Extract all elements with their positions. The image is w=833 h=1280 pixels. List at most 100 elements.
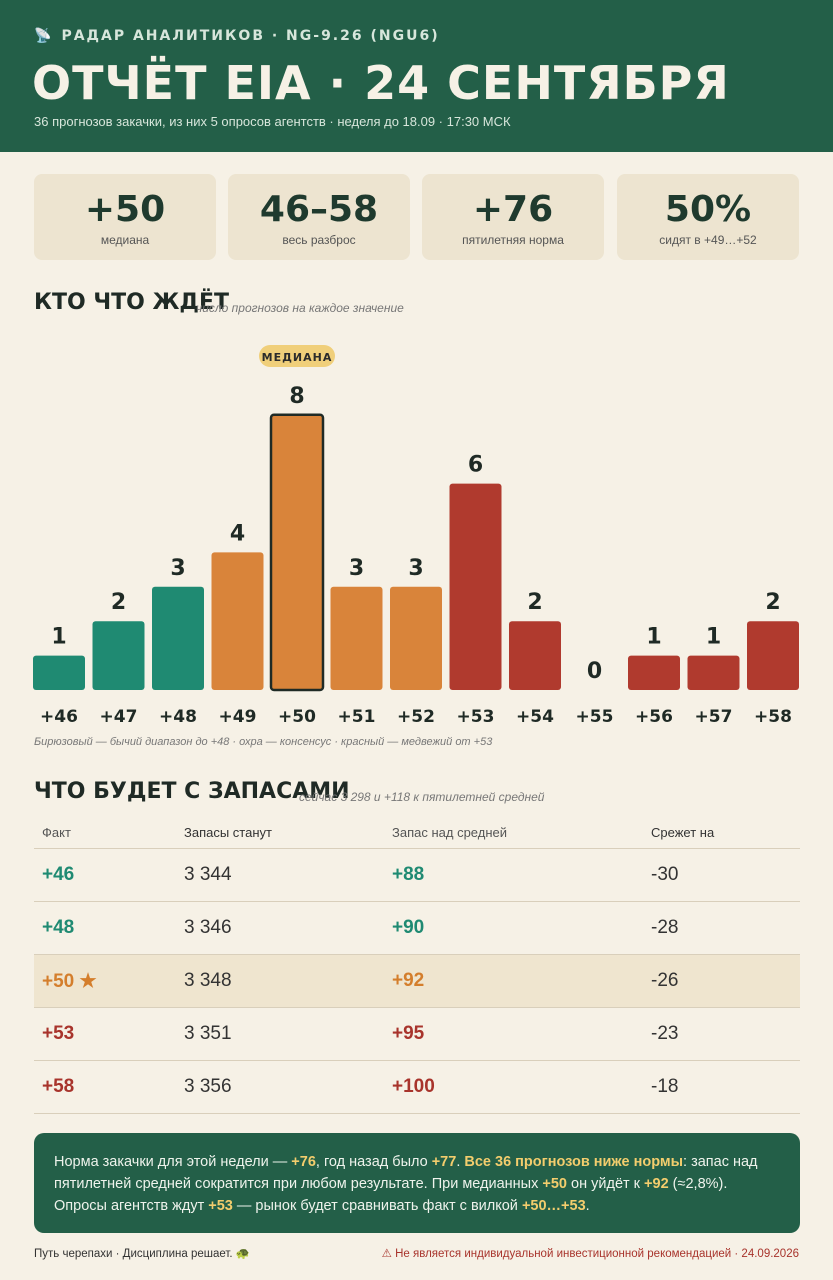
cell-fact: +48	[42, 917, 75, 938]
cell-surplus: +90	[392, 917, 425, 938]
x-tick-label: +55	[576, 707, 614, 727]
bar-+56	[628, 655, 680, 690]
note-text: — рынок будет сравнивать факт с вилкой	[232, 1198, 522, 1214]
bar-value-label: 6	[468, 453, 483, 478]
x-tick-label: +56	[635, 707, 673, 727]
x-tick-label: +48	[159, 707, 197, 727]
stat-card-share: 50% сидят в +49…+52	[617, 174, 799, 260]
note-text: : запас над пятилетней средней сократитс…	[54, 1154, 758, 1192]
bar-+54	[509, 621, 561, 690]
median-badge-label: МЕДИАНА	[262, 351, 333, 364]
kicker: 📡 РАДАР АНАЛИТИКОВ · NG-9.26 (NGU6)	[34, 28, 440, 44]
summary-note: Норма закачки для этой недели — +76, год…	[34, 1133, 800, 1233]
header-fact: Факт	[42, 825, 71, 840]
x-tick-label: +53	[457, 707, 495, 727]
section-note-stocks: сейчас 3 298 и +118 к пятилетней средней	[299, 790, 545, 804]
bar-+51	[330, 586, 383, 690]
header-cut: Срежет на	[651, 825, 715, 840]
x-tick-label: +57	[695, 707, 733, 727]
header-banner: 📡 РАДАР АНАЛИТИКОВ · NG-9.26 (NGU6) ОТЧЁТ…	[0, 0, 833, 152]
forecast-bar-chart: 1 +46 2 +47 3 +48 4 +49 8 +50 МЕДИАНА 3 +51 3 +52 6 +53 2…	[33, 345, 799, 727]
bar-value-label: 4	[230, 521, 245, 546]
section-note-forecasts: число прогнозов на каждое значение	[196, 301, 404, 315]
bar-value-label: 1	[646, 625, 661, 650]
kicker-text: РАДАР АНАЛИТИКОВ · NG-9.26 (NGU6)	[61, 28, 440, 44]
bar-value-label: 2	[111, 590, 126, 615]
stocks-table: Факт Запасы станут Запас над средней Сре…	[34, 815, 800, 1114]
bar-+49	[211, 552, 264, 690]
cell-cut: -23	[651, 1023, 679, 1044]
cell-fact: +58	[42, 1076, 75, 1097]
note-highlight: +92	[644, 1176, 669, 1192]
stat-label: пятилетняя норма	[462, 233, 564, 247]
cell-surplus: +100	[392, 1076, 435, 1097]
footer-brand: Путь черепахи · Дисциплина решает. 🐢	[34, 1248, 251, 1260]
bar-value-label: 2	[527, 590, 542, 615]
bar-+47	[92, 621, 145, 690]
bar-+53	[449, 483, 502, 690]
bar-+48	[152, 586, 204, 690]
cell-cut: -26	[651, 970, 679, 991]
stat-value: 50%	[664, 189, 752, 230]
stat-card-median: +50 медиана	[34, 174, 216, 260]
cell-cut: -30	[651, 864, 679, 885]
bar-+57	[687, 655, 740, 690]
bar-+58	[747, 621, 799, 690]
x-tick-label: +54	[516, 707, 554, 727]
stat-card-range: 46–58 весь разброс	[228, 174, 410, 260]
stat-value: +76	[472, 189, 554, 230]
table-row-highlight: +50 ★ 3 348 +92 -26	[34, 955, 800, 1008]
bar-value-label: 8	[289, 384, 304, 409]
bar-value-label: 2	[765, 590, 780, 615]
cell-fact: +46	[42, 864, 75, 885]
note-highlight: +53	[208, 1198, 233, 1214]
x-tick-label: +52	[397, 707, 435, 727]
note-text: (≈2,8%). Опросы агентств ждут	[54, 1176, 728, 1214]
cell-stocks: 3 348	[184, 970, 232, 991]
stat-label: сидят в +49…+52	[659, 233, 757, 247]
cell-fact: +50 ★	[42, 971, 97, 992]
page-title: ОТЧЁТ EIA · 24 СЕНТЯБРЯ	[32, 56, 730, 110]
chart-legend-note: Бирюзовый — бычий диапазон до +48 · охра…	[34, 736, 493, 748]
table-row: +58 3 356 +100 -18	[34, 1061, 800, 1114]
stat-value: +50	[84, 189, 166, 230]
bar-value-label: 3	[408, 556, 423, 581]
note-text: он уйдёт к	[567, 1176, 645, 1192]
bar-+50	[269, 413, 325, 692]
section-title-forecasts: КТО ЧТО ЖДЁТ	[34, 290, 230, 315]
cell-cut: -28	[651, 917, 679, 938]
cell-stocks: 3 344	[184, 864, 232, 885]
x-tick-label: +46	[40, 707, 78, 727]
note-highlight: +77	[431, 1154, 457, 1170]
cell-surplus: +92	[392, 970, 425, 991]
bar-value-label: 1	[51, 625, 66, 650]
cell-surplus: +88	[392, 864, 425, 885]
x-tick-label: +47	[100, 707, 138, 727]
stat-label: весь разброс	[282, 233, 356, 247]
note-highlight: Все 36 прогнозов ниже нормы	[464, 1154, 684, 1170]
bar-+46	[33, 655, 85, 690]
x-tick-label: +49	[219, 707, 257, 727]
table-row: +46 3 344 +88 -30	[34, 849, 800, 902]
x-tick-label: +58	[754, 707, 792, 727]
cell-stocks: 3 346	[184, 917, 232, 938]
bar-+52	[390, 586, 442, 690]
median-badge	[259, 345, 335, 367]
note-text: .	[585, 1198, 590, 1214]
note-highlight: +50…+53	[521, 1198, 586, 1214]
stat-value: 46–58	[259, 189, 379, 230]
cell-cut: -18	[651, 1076, 679, 1097]
section-title-stocks: ЧТО БУДЕТ С ЗАПАСАМИ	[34, 779, 350, 804]
cell-stocks: 3 351	[184, 1023, 232, 1044]
table-row: +48 3 346 +90 -28	[34, 902, 800, 955]
stat-label: медиана	[100, 233, 150, 247]
note-highlight: +76	[291, 1154, 316, 1170]
footer-disclaimer: ⚠ Не является индивидуальной инвестицион…	[381, 1248, 799, 1260]
x-tick-label: +50	[278, 707, 316, 727]
note-text: , год назад было	[315, 1154, 432, 1170]
x-tick-label: +51	[338, 707, 376, 727]
header-surplus: Запас над средней	[392, 825, 508, 840]
note-highlight: +50	[542, 1176, 567, 1192]
bar-value-label: 0	[587, 659, 602, 684]
stat-card-norm: +76 пятилетняя норма	[422, 174, 604, 260]
